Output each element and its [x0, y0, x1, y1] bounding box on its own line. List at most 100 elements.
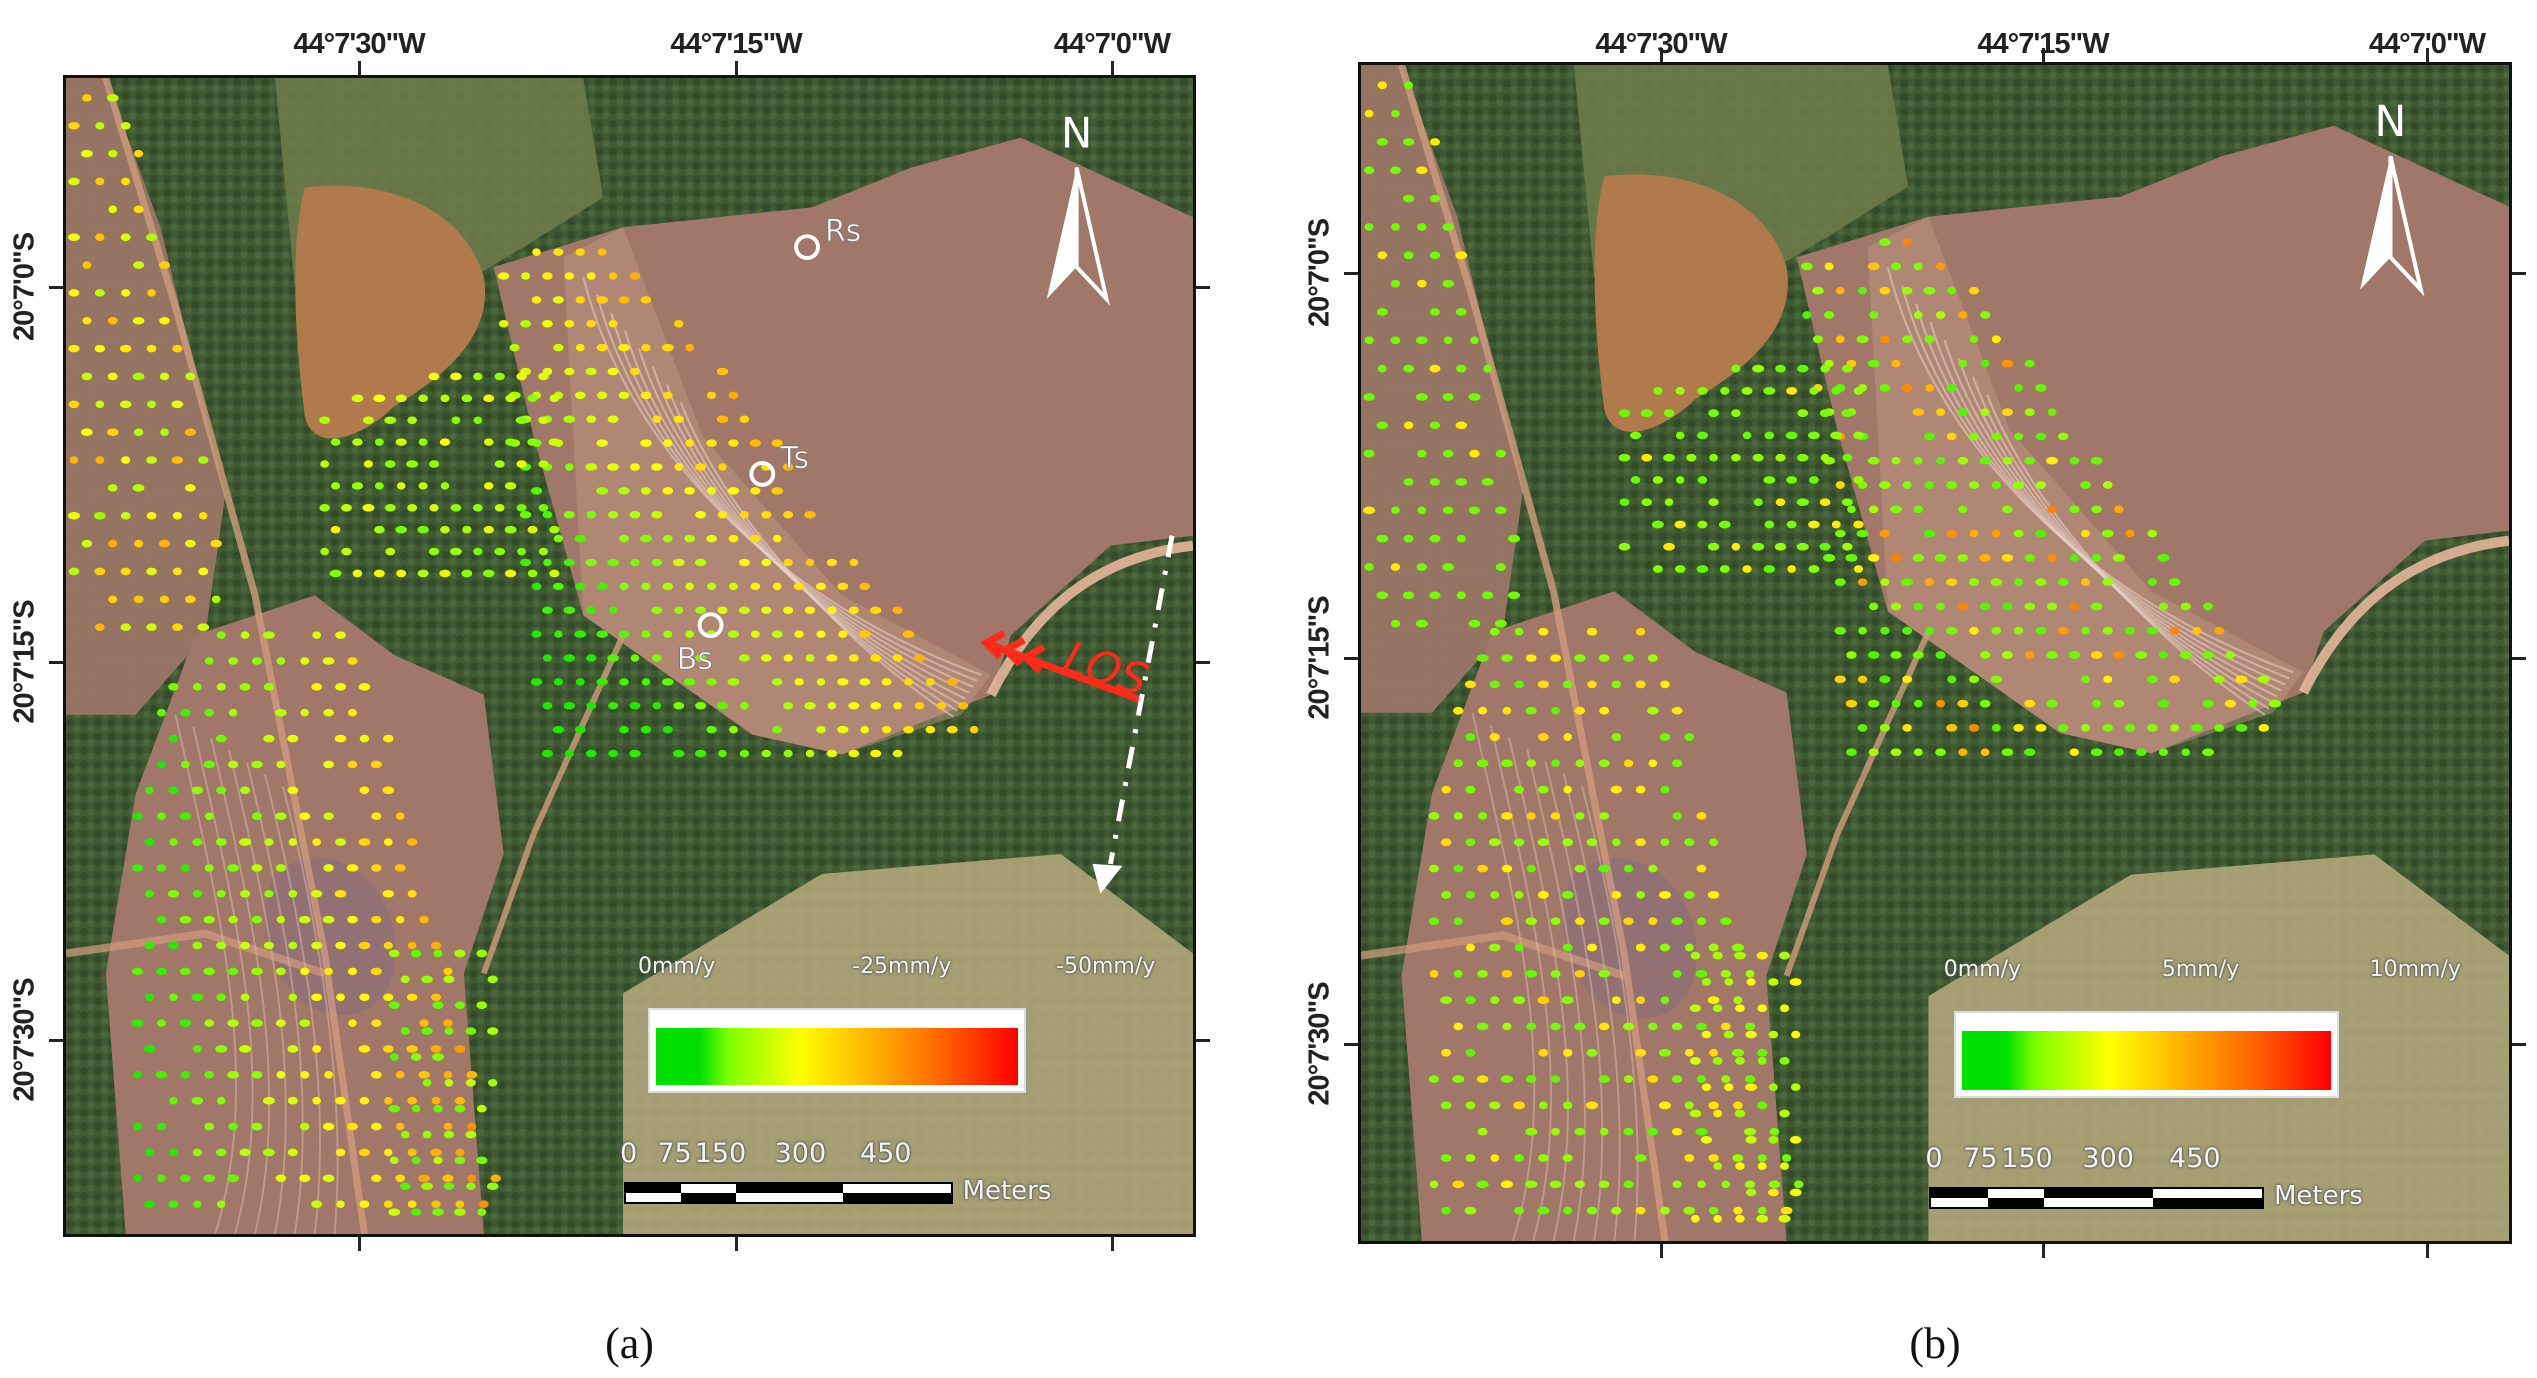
legend-label: 5mm/y [2161, 957, 2240, 982]
latitude-label: 20°7'30"S [1303, 982, 1336, 1106]
longitude-label: 44°7'15"W [670, 28, 802, 60]
north-label: N [1061, 109, 1092, 158]
bottom-tick [2042, 1244, 2045, 1258]
mine-pit-upper [493, 137, 1193, 755]
top-tick [2426, 48, 2429, 62]
legend-gradient [656, 1028, 1018, 1086]
bench-contour [228, 750, 287, 1234]
longitude-label: 44°7'15"W [1977, 28, 2109, 60]
road [2298, 535, 2509, 695]
left-tick [1344, 272, 1358, 275]
bench-contour [1507, 736, 1569, 1241]
bottom-tick [735, 1237, 738, 1251]
ps-points [68, 94, 979, 1216]
pit-floor [264, 857, 396, 1015]
bench-contour [1471, 712, 1536, 1241]
bottom-tick [1660, 1244, 1663, 1258]
bench-contour [1971, 376, 2270, 710]
scale-label: 0 [620, 1138, 638, 1169]
bench-contour [1915, 303, 2286, 686]
ps-points [1363, 81, 2281, 1223]
flight-path-icon [1092, 535, 1175, 894]
bench-contour [582, 276, 982, 676]
road [1783, 630, 1932, 977]
benches [1867, 216, 2304, 754]
scale-label: 450 [859, 1138, 912, 1169]
legend-label: -25mm/y [852, 954, 952, 979]
legend-label: -50mm/y [1056, 954, 1156, 979]
mine-pit-upper [1796, 125, 2509, 754]
panel-caption-b: (b) [1909, 1319, 1961, 1368]
scale-bar [1929, 1187, 2264, 1210]
left-tick [1344, 1043, 1358, 1046]
bench-contour [210, 738, 271, 1234]
scale-bar [624, 1182, 953, 1204]
scale-labels: 0 75 150 300 450 [1925, 1143, 2220, 1177]
longitude-label: 44°7'30"W [1595, 28, 1727, 60]
north-arrow-icon: N [2360, 98, 2425, 297]
right-tick [1196, 661, 1210, 664]
bench-contour [263, 774, 322, 1234]
right-tick [2512, 272, 2526, 275]
legend-gradient [1961, 1031, 2331, 1090]
svg-text:Bs: Bs [677, 642, 713, 677]
latitude-label: 20°7'0"S [1303, 218, 1336, 328]
latitude-label: 20°7'15"S [1303, 596, 1336, 720]
left-tick [49, 1039, 63, 1042]
svg-text:Rs: Rs [825, 214, 861, 249]
bench-contour [1957, 358, 2274, 704]
top-tick [1660, 48, 1663, 62]
bench-contour [1526, 748, 1586, 1241]
scale-label: 150 [694, 1138, 747, 1169]
bench-contour [1580, 785, 1639, 1241]
top-tick [1111, 61, 1114, 75]
bottom-tick [358, 1237, 361, 1251]
station-marker-bs: Bs [676, 612, 724, 677]
road [102, 78, 368, 1234]
scale-label: 0 [1925, 1143, 1943, 1175]
legend-label: 0mm/y [1943, 957, 2022, 982]
scale-unit: Meters [962, 1176, 1052, 1206]
right-tick [2512, 1043, 2526, 1046]
bench-contour [192, 726, 254, 1234]
west-slope [66, 78, 226, 715]
legend-label: 10mm/y [2369, 957, 2461, 982]
road [1361, 931, 1626, 980]
right-tick [1196, 286, 1210, 289]
scale-label: 75 [1963, 1143, 1998, 1175]
bench-contour [1489, 724, 1553, 1241]
bench-contour [1900, 285, 2290, 680]
left-tick [1344, 657, 1358, 660]
right-tick [1196, 1039, 1210, 1042]
scale-label: 75 [657, 1138, 692, 1169]
legend-labels: 0mm/y 5mm/y 10mm/y [1944, 957, 2463, 987]
latitude-label: 20°7'30"S [8, 978, 41, 1102]
scale-label: 450 [2169, 1143, 2221, 1175]
bench-contour [651, 366, 962, 706]
longitude-label: 44°7'0"W [2368, 28, 2486, 60]
scale-label: 300 [774, 1138, 827, 1169]
north-label: N [2375, 98, 2407, 147]
left-tick [49, 661, 63, 664]
bench-contour [1544, 761, 1604, 1241]
road [66, 929, 326, 978]
left-tick [49, 286, 63, 289]
bench-contour [1943, 339, 2278, 698]
right-tick [2512, 657, 2526, 660]
road [480, 633, 626, 975]
scale-labels: 0 75 150 300 450 [620, 1138, 911, 1172]
top-tick [358, 61, 361, 75]
bench-contour [1562, 773, 1621, 1241]
map-frame-b: N 0mm/y 5mm/y 10mm/y 0 75 150 300 450 Meters [1358, 62, 2512, 1244]
color-legend [648, 1008, 1026, 1094]
map-frame-a: N Rs Ts Bs LOS 0mm/y -25mm/y -50mm/y 0 75 150 300 45… [63, 75, 1196, 1237]
benches [563, 227, 992, 755]
scale-unit: Meters [2274, 1181, 2363, 1212]
bottom-tick [2426, 1244, 2429, 1258]
scale-label: 300 [2082, 1143, 2134, 1175]
legend-label: 0mm/y [638, 954, 716, 979]
scale-label: 150 [2001, 1143, 2053, 1175]
color-legend [1953, 1011, 2339, 1098]
bottom-tick [1111, 1237, 1114, 1251]
top-tick [735, 61, 738, 75]
